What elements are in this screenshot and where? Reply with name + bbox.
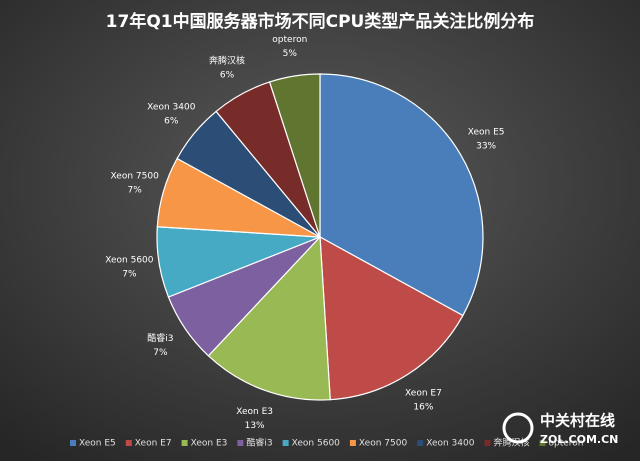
slice-label: Xeon E3 (236, 407, 273, 417)
pie-slice (319, 73, 484, 317)
pie-slice (207, 235, 331, 401)
legend-label: Xeon 5600 (292, 439, 341, 449)
watermark-logo (502, 412, 534, 444)
slice-label: opteron (272, 35, 307, 45)
legend-label: Xeon 3400 (426, 439, 475, 449)
legend-marker (417, 440, 424, 446)
slice-value: 7% (153, 348, 168, 358)
pie-slice (319, 235, 464, 401)
watermark-url: ZOL.COM.CN (540, 433, 618, 446)
legend-label: 奔腾汉核 (493, 437, 529, 449)
watermark-name: 中关村在线 (540, 412, 615, 430)
legend-marker (70, 440, 76, 446)
legend-label: opteron (548, 439, 583, 449)
slice-value: 6% (220, 70, 235, 80)
slice-label: Xeon 5600 (105, 256, 154, 266)
legend-label: Xeon E7 (135, 439, 172, 449)
legend-marker (539, 440, 546, 446)
legend-label: Xeon E3 (191, 439, 228, 449)
legend-marker (181, 440, 188, 446)
pie-slice (268, 73, 321, 238)
slice-label: Xeon E5 (468, 127, 505, 137)
legend-label: Xeon 7500 (359, 439, 408, 449)
slice-value: 13% (245, 421, 265, 431)
legend-marker (237, 440, 244, 446)
slice-label: Xeon E7 (405, 388, 442, 398)
chart-title: 17年Q1中国服务器市场不同CPU类型产品关注比例分布 (106, 11, 535, 32)
legend-marker (282, 440, 289, 446)
slice-label: 酷睿i3 (147, 332, 173, 344)
slice-label: 奔腾汉核 (209, 54, 245, 66)
slice-label: Xeon 7500 (111, 172, 160, 182)
legend-marker (349, 440, 356, 446)
watermark: 中关村在线 ZOL.COM.CN (502, 412, 618, 446)
slice-value: 33% (476, 141, 496, 151)
slice-value: 6% (164, 116, 179, 126)
slice-label: Xeon 3400 (147, 102, 196, 112)
slice-value: 7% (122, 270, 137, 280)
slice-value: 5% (283, 49, 298, 59)
slice-value: 16% (413, 402, 433, 412)
legend-marker (484, 440, 491, 446)
legend-label: Xeon E5 (79, 439, 116, 449)
legend-label: 酷睿i3 (246, 437, 272, 449)
legend-marker (125, 440, 132, 446)
slice-value: 7% (128, 186, 143, 196)
